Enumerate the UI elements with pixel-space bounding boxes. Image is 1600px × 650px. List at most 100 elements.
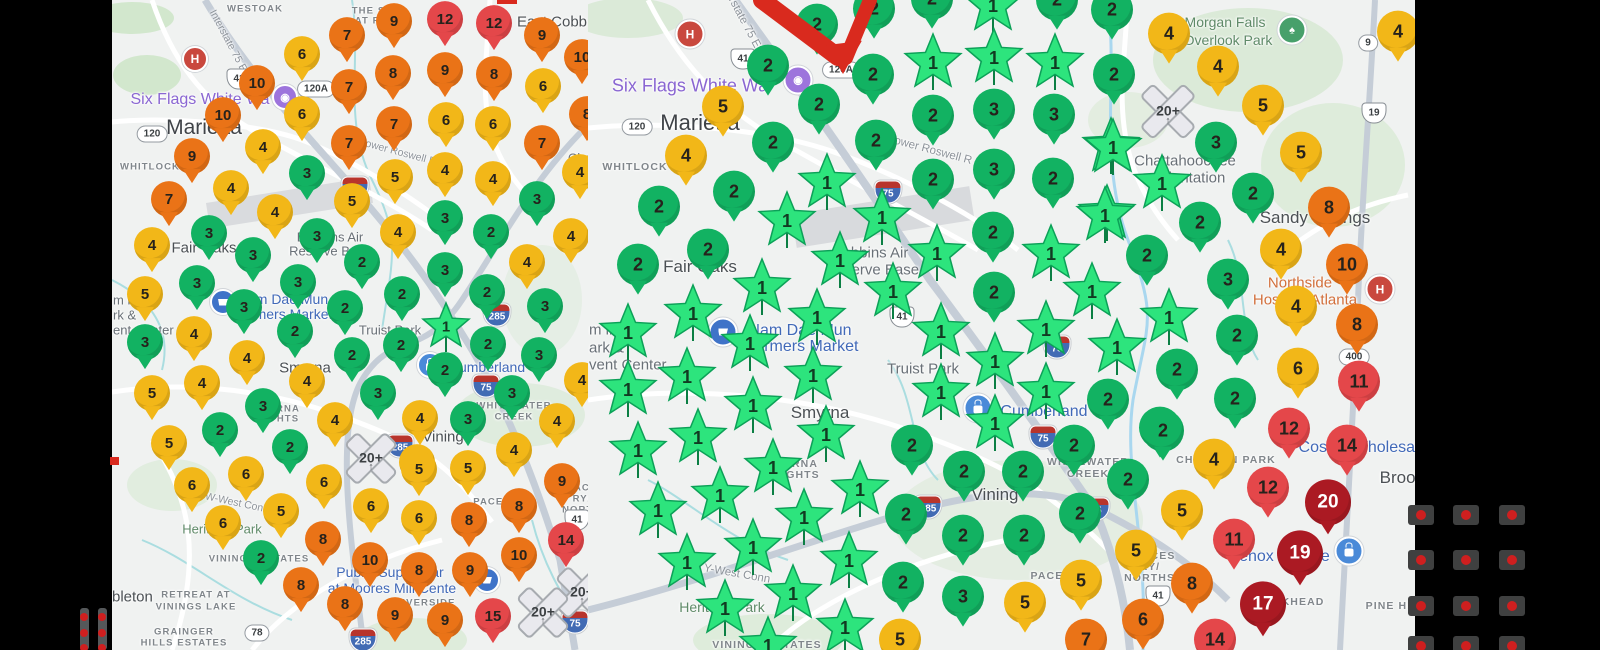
map-pin[interactable]: 7 (329, 17, 365, 63)
map-pin[interactable]: 4 (1148, 12, 1190, 64)
map-pin[interactable]: 2 (1156, 348, 1198, 400)
map-pin[interactable]: 6 (1277, 347, 1319, 399)
map-pin[interactable]: 9 (377, 597, 413, 643)
map-pin[interactable]: 2 (383, 327, 419, 373)
star-pin[interactable]: 1 (1024, 32, 1086, 92)
map-pin[interactable]: 4 (1260, 228, 1302, 280)
cluster-marker[interactable]: 20+↑ (553, 564, 588, 622)
map-pin[interactable]: 5 (1060, 559, 1102, 611)
map-pin[interactable]: 8 (1336, 303, 1378, 355)
map-pin[interactable]: 3 (527, 288, 563, 334)
map-pin[interactable]: 3 (494, 375, 530, 421)
map-pin[interactable]: 14 (1194, 618, 1236, 650)
map-pin[interactable]: 4 (229, 340, 265, 386)
map-pin[interactable]: 2 (277, 313, 313, 359)
map-pin[interactable]: 7 (331, 69, 367, 115)
map-pin[interactable]: 9 (174, 138, 210, 184)
map-pin[interactable]: 2 (1179, 201, 1221, 253)
map-pin[interactable]: 3 (226, 289, 262, 335)
map-pin[interactable]: 2 (747, 44, 789, 96)
map-pin[interactable]: 5 (263, 493, 299, 539)
map-pin[interactable]: 5 (334, 183, 370, 229)
map-pin[interactable]: 4 (184, 365, 220, 411)
map-pin[interactable]: 2 (885, 493, 927, 545)
map-pin[interactable]: 4 (176, 316, 212, 362)
map-pin[interactable]: 2 (638, 185, 680, 237)
map-pin[interactable]: 3 (1033, 93, 1075, 145)
map-pin[interactable]: 8 (375, 55, 411, 101)
map-pin[interactable]: 4 (1193, 438, 1235, 490)
star-pin[interactable]: 1 (1061, 261, 1123, 321)
cluster-marker[interactable]: 20+↑ (514, 584, 572, 642)
map-pin[interactable]: 2 (1126, 234, 1168, 286)
star-pin[interactable]: 1 (656, 346, 718, 406)
map-pin[interactable]: 4 (562, 154, 588, 200)
map-pin[interactable]: 10 (501, 537, 537, 583)
star-pin[interactable]: 1 (1074, 185, 1136, 245)
star-pin[interactable]: 1 (627, 480, 689, 540)
map-pin[interactable]: 2 (1232, 172, 1274, 224)
map-pin[interactable]: 12 (1268, 407, 1310, 459)
star-pin[interactable]: 1 (731, 257, 793, 317)
map-pin[interactable]: 5 (1242, 84, 1284, 136)
map-pin[interactable]: 4 (496, 432, 532, 478)
map-pin[interactable]: 5 (879, 618, 921, 650)
map-pin[interactable]: 12 (1247, 466, 1289, 518)
map-pin[interactable]: 4 (289, 363, 325, 409)
map-pin[interactable]: 5 (377, 159, 413, 205)
map-pin[interactable]: 3 (973, 148, 1015, 200)
map-pin[interactable]: 2 (1003, 514, 1045, 566)
map-pin[interactable]: 8 (401, 552, 437, 598)
map-pin[interactable]: 6 (401, 500, 437, 546)
map-pin[interactable]: 3 (245, 388, 281, 434)
map-pin[interactable]: 5 (1115, 529, 1157, 581)
map-pin[interactable]: 10 (1326, 243, 1368, 295)
map-pin[interactable]: 8 (305, 521, 341, 567)
map-pin[interactable]: 2 (882, 561, 924, 613)
star-pin[interactable]: 1 (773, 487, 835, 547)
map-pin[interactable]: 7 (524, 125, 560, 171)
star-pin[interactable]: 1 (962, 0, 1024, 35)
map-pin[interactable]: 10 (564, 39, 588, 85)
star-pin[interactable]: 1 (762, 563, 824, 623)
map-pin[interactable]: 10 (239, 65, 275, 111)
map-pin[interactable]: 3 (521, 337, 557, 383)
map-pin[interactable]: 4 (475, 161, 511, 207)
star-pin[interactable]: 1 (1082, 117, 1144, 177)
map-pin[interactable]: 3 (191, 215, 227, 261)
map-pin[interactable]: 12 (476, 5, 512, 51)
map-pin[interactable]: 4 (380, 214, 416, 260)
map-pin[interactable]: 7 (376, 106, 412, 152)
map-pin[interactable]: 5 (401, 451, 437, 497)
map-pin[interactable]: 4 (1275, 285, 1317, 337)
map-pin[interactable]: 4 (665, 134, 707, 186)
map-pin[interactable]: 3 (127, 324, 163, 370)
map-pin[interactable]: 6 (428, 102, 464, 148)
map-pin[interactable]: 2 (473, 214, 509, 260)
map-pin[interactable]: 4 (1197, 45, 1239, 97)
map-pin[interactable]: 2 (713, 170, 755, 222)
star-pin[interactable]: 1 (756, 190, 818, 250)
map-pin[interactable]: 2 (911, 0, 953, 29)
map-pin[interactable]: 9 (544, 463, 580, 509)
map-pin[interactable]: 8 (501, 488, 537, 534)
map-pin[interactable]: 2 (1142, 409, 1184, 461)
map-pin[interactable]: 2 (912, 158, 954, 210)
map-pin[interactable]: 3 (289, 155, 325, 201)
map-pin[interactable]: 2 (202, 412, 238, 458)
map-pin[interactable]: 3 (450, 401, 486, 447)
map-pin[interactable]: 2 (1091, 0, 1133, 40)
star-pin[interactable]: 1 (814, 597, 876, 650)
map-pin[interactable]: 3 (1207, 258, 1249, 310)
map-pin[interactable]: 4 (539, 403, 575, 449)
map-pin[interactable]: 8 (1171, 562, 1213, 614)
map-pin[interactable]: 2 (891, 424, 933, 476)
map-pin[interactable]: 2 (855, 119, 897, 171)
map-pin[interactable]: 5 (702, 85, 744, 137)
star-pin[interactable]: 1 (964, 331, 1026, 391)
map-pin[interactable]: 8 (569, 96, 588, 142)
map-pin[interactable]: 3 (299, 218, 335, 264)
map-pin[interactable]: 2 (912, 94, 954, 146)
star-pin[interactable]: 1 (597, 302, 659, 362)
